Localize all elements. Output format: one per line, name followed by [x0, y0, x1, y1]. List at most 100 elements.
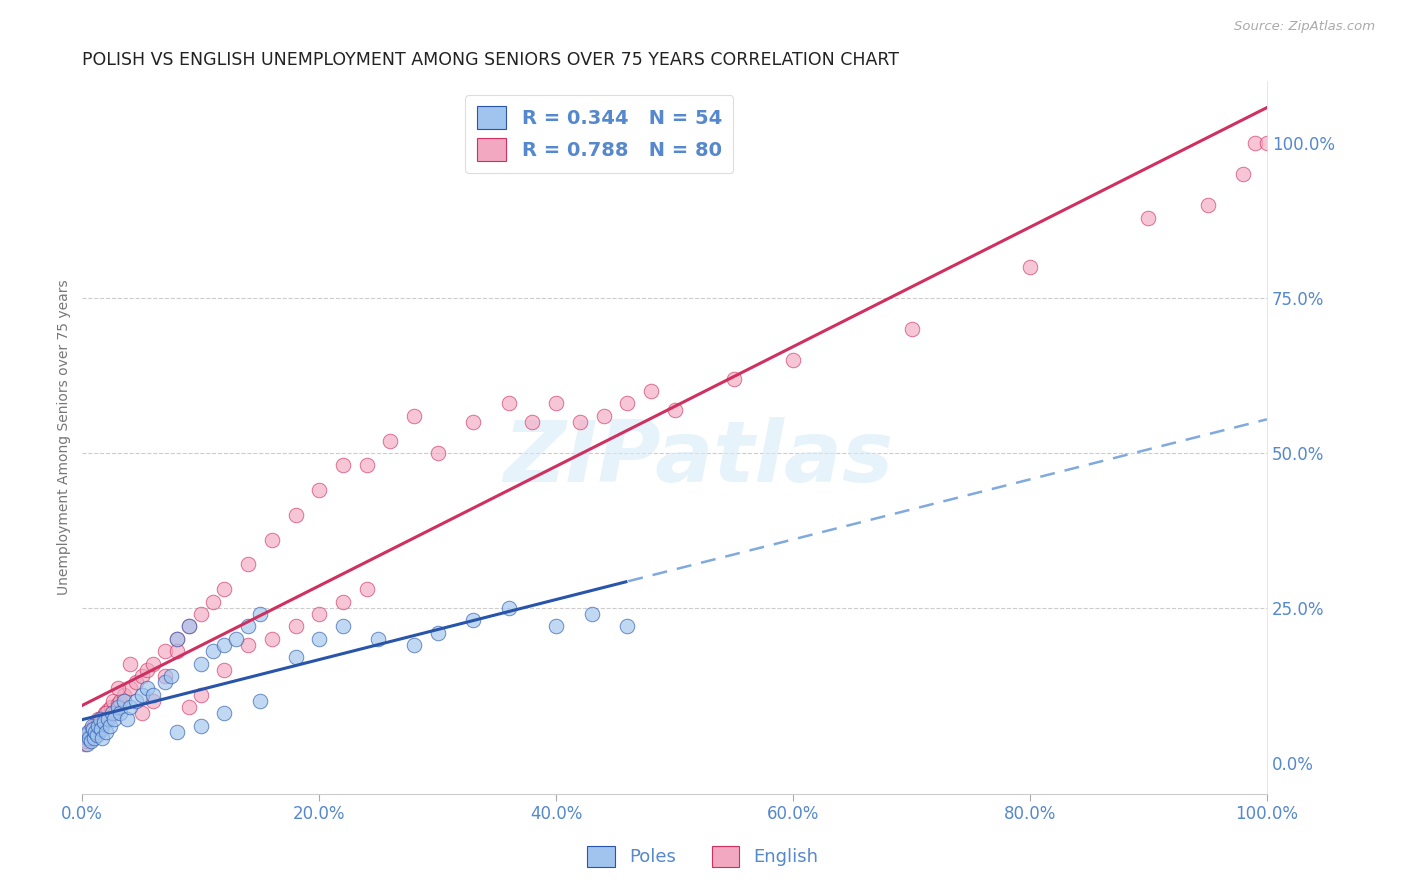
Point [83, 731, 105, 745]
Point [1197, 198, 1219, 212]
Point [236, 619, 259, 633]
Point [1232, 167, 1254, 181]
Point [94, 706, 117, 720]
Point [332, 595, 354, 609]
Point [118, 657, 141, 671]
Point [98, 718, 121, 732]
Point [89, 715, 111, 730]
Point [79, 722, 101, 736]
Point [284, 650, 307, 665]
Point [82, 724, 104, 739]
Point [356, 458, 378, 473]
Point [214, 663, 236, 677]
Point [463, 613, 485, 627]
Point [90, 712, 112, 726]
Point [76, 737, 98, 751]
Point [592, 409, 614, 423]
Point [214, 706, 236, 720]
Point [118, 681, 141, 696]
Point [177, 619, 200, 633]
Point [190, 657, 212, 671]
Point [107, 681, 129, 696]
Point [900, 322, 922, 336]
Point [402, 638, 425, 652]
Point [86, 712, 108, 726]
Point [117, 712, 139, 726]
Point [142, 688, 165, 702]
Point [190, 688, 212, 702]
Point [616, 396, 638, 410]
Point [402, 409, 425, 423]
Point [107, 700, 129, 714]
Point [236, 638, 259, 652]
Point [782, 353, 804, 368]
Point [581, 607, 603, 621]
Legend: Poles, English: Poles, English [581, 838, 825, 874]
Point [80, 718, 103, 732]
Point [380, 434, 402, 448]
Point [136, 681, 159, 696]
Point [124, 694, 146, 708]
Point [1019, 260, 1042, 275]
Point [118, 700, 141, 714]
Point [190, 607, 212, 621]
Point [640, 384, 662, 398]
Point [236, 558, 259, 572]
Point [308, 483, 330, 498]
Text: POLISH VS ENGLISH UNEMPLOYMENT AMONG SENIORS OVER 75 YEARS CORRELATION CHART: POLISH VS ENGLISH UNEMPLOYMENT AMONG SEN… [83, 51, 900, 69]
Y-axis label: Unemployment Among Seniors over 75 years: Unemployment Among Seniors over 75 years [58, 280, 72, 595]
Point [94, 724, 117, 739]
Point [332, 458, 354, 473]
Point [1256, 136, 1278, 151]
Point [124, 675, 146, 690]
Point [201, 595, 224, 609]
Point [160, 669, 183, 683]
Point [308, 607, 330, 621]
Point [463, 415, 485, 429]
Point [166, 632, 188, 646]
Point [73, 737, 96, 751]
Point [82, 722, 104, 736]
Point [76, 731, 98, 745]
Point [249, 607, 271, 621]
Point [498, 600, 520, 615]
Point [284, 619, 307, 633]
Point [77, 728, 100, 742]
Point [616, 619, 638, 633]
Legend: R = 0.344   N = 54, R = 0.788   N = 80: R = 0.344 N = 54, R = 0.788 N = 80 [465, 95, 734, 173]
Point [84, 722, 107, 736]
Point [108, 706, 131, 720]
Point [166, 724, 188, 739]
Point [356, 582, 378, 597]
Point [91, 731, 114, 745]
Point [108, 694, 131, 708]
Point [86, 718, 108, 732]
Point [84, 724, 107, 739]
Text: Source: ZipAtlas.com: Source: ZipAtlas.com [1234, 20, 1375, 33]
Point [86, 718, 108, 732]
Point [90, 722, 112, 736]
Point [177, 700, 200, 714]
Point [308, 632, 330, 646]
Point [80, 728, 103, 742]
Point [131, 688, 153, 702]
Point [166, 632, 188, 646]
Point [522, 415, 544, 429]
Point [201, 644, 224, 658]
Point [260, 632, 283, 646]
Point [97, 703, 120, 717]
Point [155, 675, 177, 690]
Text: ZIPatlas: ZIPatlas [503, 417, 893, 500]
Point [107, 697, 129, 711]
Point [131, 706, 153, 720]
Point [87, 724, 110, 739]
Point [426, 625, 449, 640]
Point [131, 669, 153, 683]
Point [79, 724, 101, 739]
Point [79, 731, 101, 745]
Point [112, 688, 135, 702]
Point [367, 632, 389, 646]
Point [664, 402, 686, 417]
Point [1244, 136, 1267, 151]
Point [142, 694, 165, 708]
